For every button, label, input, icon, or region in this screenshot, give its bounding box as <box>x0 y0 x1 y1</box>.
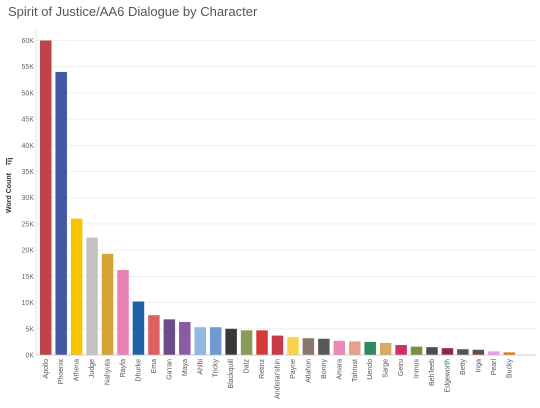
bar-datz[interactable] <box>240 330 253 355</box>
bar-beh-leeb[interactable] <box>426 347 438 355</box>
bar-geiru[interactable] <box>395 345 407 355</box>
sort-descending-icon[interactable] <box>6 158 13 165</box>
y-tick-label: 20K <box>22 248 35 255</box>
chart-title: Spirit of Justice/AA6 Dialogue by Charac… <box>8 4 258 19</box>
x-tick-label: Tricky <box>213 359 220 378</box>
x-tick-label: Geiru <box>398 359 405 376</box>
x-tick-label: Bonny <box>321 359 328 379</box>
bar-uendo[interactable] <box>364 341 376 355</box>
bar-tahrust[interactable] <box>349 341 361 355</box>
x-tick-label: Retinz <box>259 359 266 379</box>
y-tick-label: 0K <box>25 353 34 360</box>
gridlines <box>36 40 536 330</box>
bar-retinz[interactable] <box>256 330 268 355</box>
x-tick-label: Judge <box>89 359 96 378</box>
bar-edgeworth[interactable] <box>441 348 454 355</box>
x-tick-label: Ahlbi <box>197 359 204 375</box>
bar-bucky[interactable] <box>503 352 516 355</box>
x-tick-label: Payne <box>290 359 297 379</box>
x-tick-label: Sarge <box>383 359 390 378</box>
y-tick-label: 15K <box>22 274 35 281</box>
x-tick-label: Edgeworth <box>444 359 451 393</box>
y-axis-title: Word Count <box>6 172 13 213</box>
bar-andistar-shin[interactable] <box>271 335 284 355</box>
bar-atlahon[interactable] <box>302 338 315 355</box>
bar-betty[interactable] <box>457 349 469 355</box>
x-tick-label: Pearl <box>491 359 498 376</box>
y-tick-label: 10K <box>22 300 35 307</box>
y-tick-label: 25K <box>22 221 35 228</box>
x-tick-label: Maya <box>182 359 189 376</box>
x-tick-label: Uendo <box>367 359 374 380</box>
x-tick-label: Tahrust <box>352 359 359 382</box>
x-tick-label: Rayfa <box>120 359 127 377</box>
x-tick-label: Ema <box>151 359 158 374</box>
bar-inmus[interactable] <box>410 346 423 355</box>
x-tick-label: Betty <box>460 359 467 375</box>
bar-ema[interactable] <box>148 315 160 355</box>
y-axis-ticks: 0K 5K 10K 15K 20K 25K 30K 35K 40K 45K 50K 55K 60K <box>22 38 35 360</box>
y-tick-label: 60K <box>22 38 35 45</box>
bar-amara[interactable] <box>333 340 346 355</box>
bars <box>40 40 515 355</box>
x-tick-label: Dhurke <box>135 359 142 382</box>
y-tick-label: 50K <box>22 90 35 97</box>
x-tick-label: Inga <box>475 359 482 373</box>
bar-maya[interactable] <box>179 321 191 355</box>
y-tick-label: 35K <box>22 169 35 176</box>
x-tick-label: Ga'ran <box>166 359 173 380</box>
bar-bonny[interactable] <box>318 338 330 355</box>
x-tick-label: Phoenix <box>58 359 65 385</box>
bar-ga-ran[interactable] <box>163 319 176 355</box>
y-tick-label: 5K <box>25 326 34 333</box>
x-tick-label: Andistar'shin <box>275 359 282 399</box>
x-axis-labels: Apollo Phoenix Athena Judge Nahyuta Rayfa Dhur… <box>43 359 514 399</box>
bar-dhurke[interactable] <box>132 301 145 355</box>
bar-judge[interactable] <box>86 237 98 355</box>
x-tick-label: Inmus <box>414 359 421 379</box>
x-tick-label: Athena <box>74 359 81 381</box>
bar-apollo[interactable] <box>40 40 52 355</box>
bar-tricky[interactable] <box>209 327 222 355</box>
y-tick-label: 45K <box>22 117 35 124</box>
bar-ahlbi[interactable] <box>194 327 207 355</box>
x-tick-label: Datz <box>244 359 251 374</box>
bar-phoenix[interactable] <box>55 71 67 355</box>
bar-athena[interactable] <box>70 218 83 355</box>
x-tick-label: Blackquill <box>228 359 235 389</box>
bar-sarge[interactable] <box>379 342 392 355</box>
bar-rayfa[interactable] <box>117 270 129 355</box>
bar-inga[interactable] <box>472 349 485 355</box>
x-tick-label: Amara <box>336 359 343 380</box>
x-tick-label: Beh'leeb <box>429 359 436 386</box>
x-tick-label: Apollo <box>43 359 50 379</box>
bar-nahyuta[interactable] <box>101 253 114 355</box>
bar-pearl[interactable] <box>488 351 500 355</box>
y-tick-label: 55K <box>22 64 35 71</box>
x-tick-label: Nahyuta <box>105 359 112 385</box>
bar-blackquill[interactable] <box>225 328 237 355</box>
bar-payne[interactable] <box>287 337 299 355</box>
x-tick-label: Atlahon <box>305 359 312 383</box>
y-tick-label: 40K <box>22 143 35 150</box>
y-tick-label: 30K <box>22 195 35 202</box>
x-tick-label: Bucky <box>506 359 513 379</box>
